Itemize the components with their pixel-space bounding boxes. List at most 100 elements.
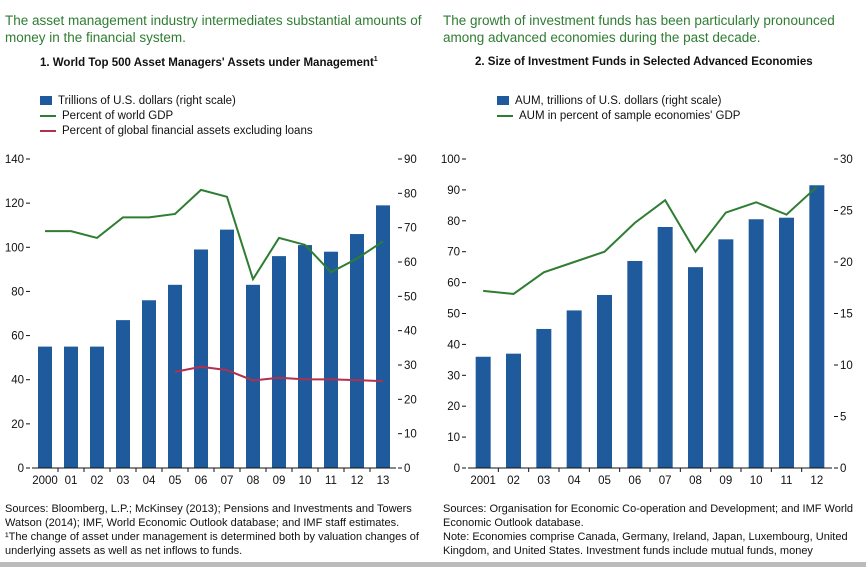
right-notes: Sources: Organisation for Economic Co-op… xyxy=(443,502,863,558)
left-axis-tick-label: 20 xyxy=(447,401,460,413)
bottom-divider xyxy=(0,562,866,567)
left-axis-tick-label: 120 xyxy=(5,198,24,210)
left-axis-tick-label: 20 xyxy=(11,419,24,431)
x-axis-tick-label: 11 xyxy=(781,475,793,487)
x-axis-tick-label: 2000 xyxy=(32,475,58,487)
x-axis-tick-label: 06 xyxy=(195,475,208,487)
x-axis-tick-label: 2001 xyxy=(470,475,496,487)
x-axis-tick-label: 12 xyxy=(810,475,823,487)
left-axis-tick-label: 60 xyxy=(11,331,24,343)
right-axis-tick-label: 30 xyxy=(840,154,853,166)
right-note: Note: Economies comprise Canada, Germany… xyxy=(443,531,848,557)
bar-swatch-icon xyxy=(40,96,52,105)
line-red xyxy=(174,365,384,383)
x-axis-tick-label: 04 xyxy=(568,475,581,487)
x-axis-tick-label: 06 xyxy=(628,475,641,487)
legend-item-bars: AUM, trillions of U.S. dollars (right sc… xyxy=(497,93,740,108)
right-axis-tick-label: 90 xyxy=(404,154,417,166)
right-axis-tick-label: 25 xyxy=(840,206,853,218)
left-axis-tick-label: 140 xyxy=(5,154,24,166)
x-axis-tick-label: 01 xyxy=(65,475,78,487)
left-axis-tick-label: 60 xyxy=(447,278,460,290)
x-axis-tick-label: 08 xyxy=(247,475,260,487)
x-axis-tick-label: 07 xyxy=(221,475,234,487)
bar-2001 xyxy=(475,356,491,468)
x-axis-tick-label: 02 xyxy=(507,475,520,487)
line-green xyxy=(45,188,384,282)
right-axis-tick-label: 20 xyxy=(404,394,417,406)
x-axis-tick-label: 02 xyxy=(91,475,104,487)
right-axis-tick-label: 5 xyxy=(840,412,846,424)
chart1-title-text: 1. World Top 500 Asset Managers' Assets … xyxy=(40,56,374,69)
bar-07 xyxy=(220,229,234,468)
bar-13 xyxy=(376,205,390,468)
x-axis-tick-label: 11 xyxy=(325,475,337,487)
right-axis-tick-label: 10 xyxy=(404,429,417,441)
legend-item-financial-assets: Percent of global financial assets exclu… xyxy=(40,123,313,138)
bar-04 xyxy=(142,300,156,468)
x-axis-tick-label: 03 xyxy=(117,475,130,487)
bar-04 xyxy=(566,310,582,468)
x-axis-tick-label: 05 xyxy=(169,475,182,487)
bar-swatch-icon xyxy=(497,96,509,105)
left-sources: Sources: Bloomberg, L.P.; McKinsey (2013… xyxy=(5,503,412,529)
bar-11 xyxy=(779,217,794,468)
x-axis-tick-label: 10 xyxy=(299,475,312,487)
x-axis-tick-label: 04 xyxy=(143,475,156,487)
bar-09 xyxy=(718,239,734,468)
right-axis-tick-label: 15 xyxy=(840,309,853,321)
green-line-swatch-icon xyxy=(40,114,56,117)
left-axis-tick-label: 0 xyxy=(18,463,24,475)
chart1-legend: Trillions of U.S. dollars (right scale) … xyxy=(40,93,313,138)
chart2-legend: AUM, trillions of U.S. dollars (right sc… xyxy=(497,93,740,123)
right-sources: Sources: Organisation for Economic Co-op… xyxy=(443,503,854,529)
bar-2000 xyxy=(38,346,52,468)
legend-label: Percent of world GDP xyxy=(62,109,174,122)
right-axis-tick-label: 30 xyxy=(404,360,417,372)
x-axis-tick-label: 09 xyxy=(719,475,732,487)
legend-item-gdp: Percent of world GDP xyxy=(40,108,313,123)
x-axis-tick-label: 12 xyxy=(351,475,364,487)
x-axis-tick-label: 13 xyxy=(377,475,390,487)
left-axis-tick-label: 100 xyxy=(441,154,460,166)
bar-07 xyxy=(657,226,673,468)
bar-10 xyxy=(298,245,312,468)
right-axis-tick-label: 0 xyxy=(840,463,846,475)
bar-09 xyxy=(272,256,286,468)
bar-05 xyxy=(597,294,612,468)
left-axis-tick-label: 90 xyxy=(447,185,460,197)
legend-item-bars: Trillions of U.S. dollars (right scale) xyxy=(40,93,313,108)
left-axis-tick-label: 80 xyxy=(447,216,460,228)
legend-label: Trillions of U.S. dollars (right scale) xyxy=(58,94,236,107)
left-axis-tick-label: 80 xyxy=(11,286,24,298)
legend-item-gdp: AUM in percent of sample economies' GDP xyxy=(497,108,740,123)
left-notes: Sources: Bloomberg, L.P.; McKinsey (2013… xyxy=(5,502,425,558)
left-axis-tick-label: 50 xyxy=(447,309,460,321)
bar-11 xyxy=(324,251,338,468)
right-axis-tick-label: 50 xyxy=(404,291,417,303)
x-axis-tick-label: 10 xyxy=(750,475,763,487)
left-axis-tick-label: 0 xyxy=(454,463,460,475)
right-axis-tick-label: 40 xyxy=(404,326,417,338)
left-axis-tick-label: 40 xyxy=(447,339,460,351)
left-axis-tick-label: 70 xyxy=(447,247,460,259)
left-footnote: ¹The change of asset under management is… xyxy=(5,531,419,557)
red-line-swatch-icon xyxy=(40,129,56,132)
chart1-title: 1. World Top 500 Asset Managers' Assets … xyxy=(40,56,378,69)
x-axis-tick-label: 05 xyxy=(598,475,611,487)
bar-03 xyxy=(116,320,130,468)
bar-06 xyxy=(194,249,208,468)
bar-02 xyxy=(506,353,521,468)
left-axis-tick-label: 10 xyxy=(447,432,460,444)
bar-08 xyxy=(246,284,260,468)
legend-label: Percent of global financial assets exclu… xyxy=(62,124,313,137)
legend-label: AUM in percent of sample economies' GDP xyxy=(519,109,741,122)
right-axis-tick-label: 10 xyxy=(840,360,853,372)
left-axis-tick-label: 40 xyxy=(11,375,24,387)
line-green xyxy=(483,186,818,295)
x-axis-tick-label: 09 xyxy=(273,475,286,487)
legend-label: AUM, trillions of U.S. dollars (right sc… xyxy=(515,94,722,107)
right-axis-tick-label: 80 xyxy=(404,188,417,200)
right-axis-tick-label: 0 xyxy=(404,463,410,475)
